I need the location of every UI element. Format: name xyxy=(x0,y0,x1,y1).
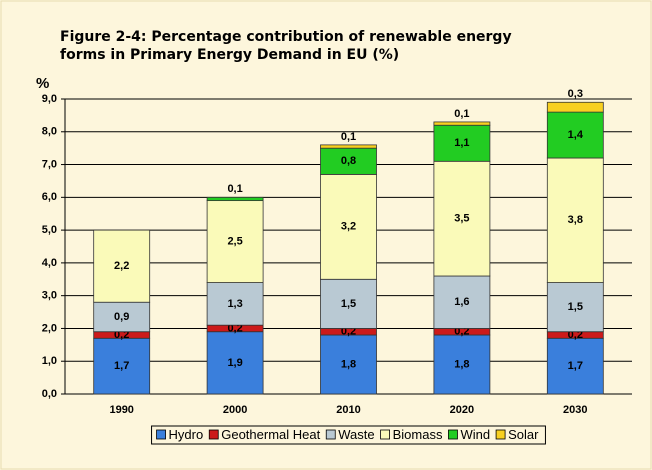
data-label: 0,1 xyxy=(454,108,469,120)
y-tick-label: 3,0 xyxy=(42,290,57,302)
legend-swatch xyxy=(325,429,336,440)
x-tick-label: 1990 xyxy=(109,404,133,416)
y-axis-label: % xyxy=(36,75,49,92)
bar-segment xyxy=(93,301,151,333)
bar-segment xyxy=(546,337,604,395)
data-label: 1,8 xyxy=(341,358,356,370)
y-tick-label: 4,0 xyxy=(42,257,57,269)
legend-label: Wind xyxy=(460,427,490,442)
y-tick-label: 6,0 xyxy=(42,191,57,203)
data-label: 1,3 xyxy=(227,298,242,310)
data-label: 1,7 xyxy=(114,360,129,372)
bar-segment xyxy=(206,200,264,283)
legend-swatch xyxy=(156,429,166,440)
data-label: 0,1 xyxy=(227,183,242,195)
bar-segment xyxy=(546,282,604,333)
data-label: 3,2 xyxy=(341,221,356,233)
x-tick-label: 2030 xyxy=(563,404,587,416)
legend-swatch xyxy=(380,429,391,440)
y-tick-label: 1,0 xyxy=(42,355,57,367)
data-label: 1,1 xyxy=(454,137,469,149)
legend-label: Waste xyxy=(338,427,374,442)
bar-segment xyxy=(546,101,604,113)
y-tick-label: 0,0 xyxy=(42,388,57,400)
bar-segment xyxy=(206,282,264,326)
bar-segment xyxy=(546,111,604,159)
data-label: 1,6 xyxy=(454,296,469,308)
data-label: 1,9 xyxy=(227,357,242,369)
legend-swatch xyxy=(448,429,458,440)
bar-segment xyxy=(320,173,377,280)
legend-swatch xyxy=(208,429,219,440)
legend-label: Solar xyxy=(508,427,539,442)
x-tick-label: 2000 xyxy=(223,404,247,416)
bar-segment xyxy=(320,334,377,395)
bar-segment xyxy=(206,196,264,202)
data-label: 0,8 xyxy=(341,155,356,167)
data-label: 1,5 xyxy=(341,298,356,310)
y-tick-label: 2,0 xyxy=(42,322,57,334)
data-label: 0,9 xyxy=(114,311,129,323)
data-label: 2,5 xyxy=(227,235,242,247)
data-label: 1,8 xyxy=(454,358,469,370)
legend-label: Hydro xyxy=(169,427,204,442)
data-label: 2,2 xyxy=(114,260,129,272)
bar-segment xyxy=(433,160,491,277)
bar-segment xyxy=(433,275,491,329)
legend-box xyxy=(151,425,546,445)
bar-segment xyxy=(320,278,377,329)
chart-title: Figure 2-4: Percentage contribution of r… xyxy=(60,29,512,63)
legend: Hydro Geothermal Heat Waste Biomass Wind Sola… xyxy=(151,425,546,445)
data-label: 3,8 xyxy=(568,214,583,226)
y-tick-label: 8,0 xyxy=(42,126,57,138)
data-label: 1,4 xyxy=(568,129,584,141)
bar-segment xyxy=(320,147,377,175)
x-tick-label: 2010 xyxy=(336,404,360,416)
y-tick-label: 7,0 xyxy=(42,158,57,170)
bar-segment xyxy=(433,121,491,126)
bar-segment xyxy=(93,229,151,303)
legend-swatch xyxy=(495,429,506,440)
data-label: 1,5 xyxy=(568,301,583,313)
bar-segment xyxy=(206,331,264,395)
x-tick-label: 2020 xyxy=(450,404,474,416)
data-label: 0,3 xyxy=(568,88,583,100)
legend-label: Geothermal Heat xyxy=(221,427,320,442)
data-label: 0,1 xyxy=(341,131,356,143)
title-box: Figure 2-4: Percentage contribution of r… xyxy=(60,29,512,63)
bar-segment xyxy=(433,124,491,162)
legend-label: Biomass xyxy=(393,427,443,442)
data-label: 1,7 xyxy=(568,360,583,372)
bar-segment xyxy=(546,157,604,283)
y-tick-label: 5,0 xyxy=(42,224,57,236)
bar-segment xyxy=(433,334,491,395)
y-tick-label: 9,0 xyxy=(42,93,57,105)
bar-segment xyxy=(320,144,377,149)
data-label: 3,5 xyxy=(454,213,469,225)
